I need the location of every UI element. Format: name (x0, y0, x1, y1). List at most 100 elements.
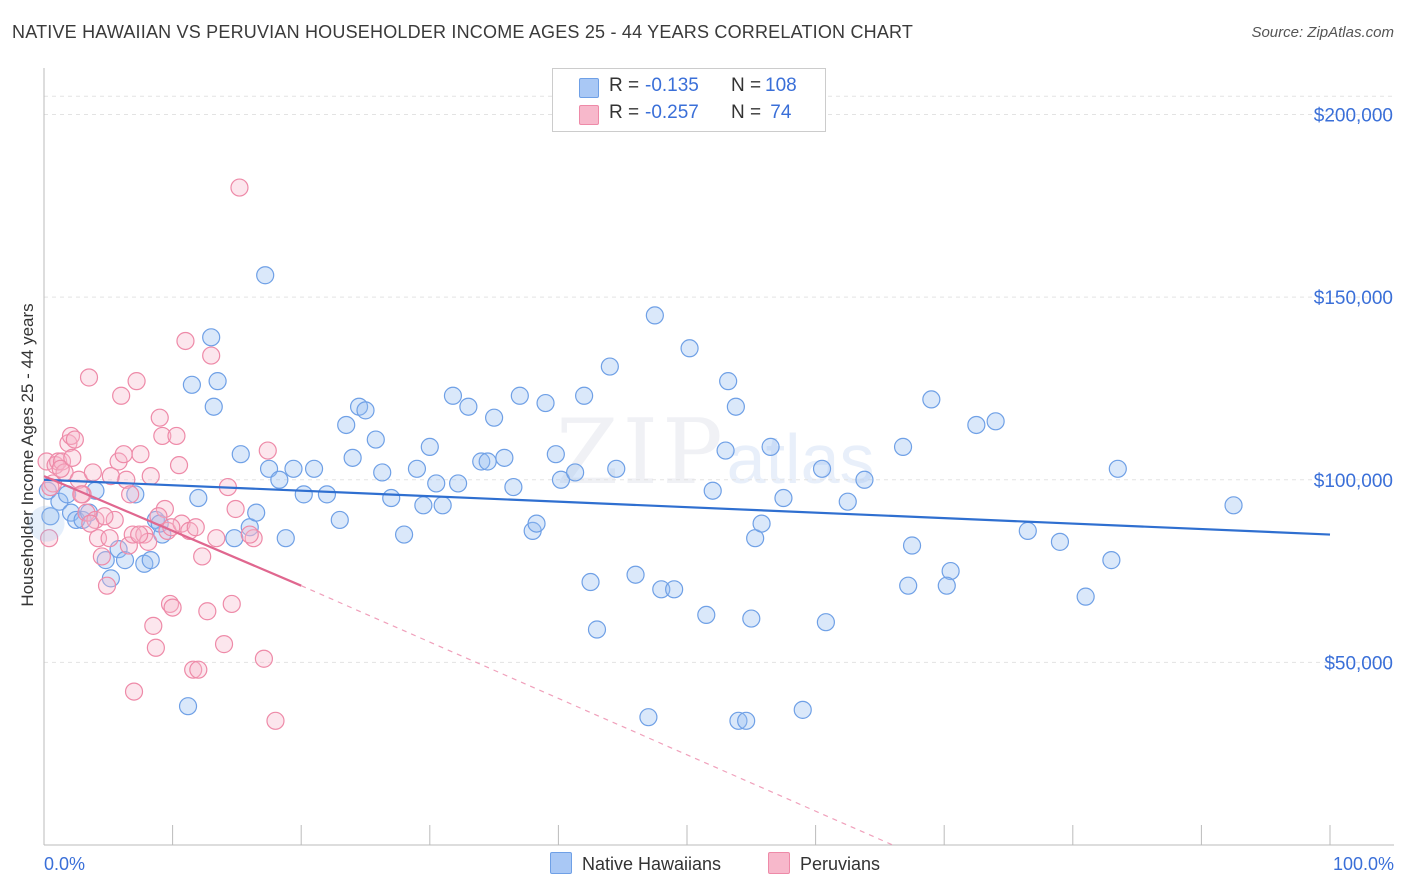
point-native-hawaiian (546, 445, 565, 464)
legend-swatch-pink (579, 105, 599, 125)
point-peruvian (169, 456, 189, 475)
point-peruvian (146, 638, 165, 657)
point-peruvian (65, 430, 84, 449)
point-native-hawaiian (893, 437, 913, 456)
point-peruvian (153, 426, 172, 446)
point-native-hawaiian (189, 488, 208, 508)
stats-legend: R = -0.135 N = 108 R = -0.257 N = 74 (552, 68, 826, 132)
source-label: Source: ZipAtlas.com (1251, 24, 1394, 41)
point-native-hawaiian (761, 437, 780, 456)
legend-row-native-hawaiians: R = -0.135 N = 108 (553, 73, 825, 101)
point-native-hawaiian (774, 488, 793, 508)
y-tick-label: $100,000 (1314, 471, 1393, 492)
point-native-hawaiian (855, 470, 874, 489)
point-native-hawaiian (566, 463, 585, 482)
legend-n-label: N = (731, 102, 762, 123)
point-peruvian (254, 649, 274, 668)
point-peruvian (198, 602, 217, 621)
point-peruvian (141, 467, 160, 486)
point-native-hawaiian (902, 536, 922, 555)
y-tick-label: $150,000 (1314, 288, 1393, 309)
point-native-hawaiian (443, 386, 463, 405)
point-native-hawaiian (204, 397, 223, 416)
point-native-hawaiian (304, 459, 324, 478)
point-peruvian (207, 529, 226, 548)
watermark-atlas: atlas (726, 420, 875, 498)
point-native-hawaiian (536, 393, 555, 413)
point-native-hawaiian (816, 613, 835, 632)
point-native-hawaiian (459, 397, 478, 416)
point-native-hawaiian (742, 609, 761, 628)
point-native-hawaiian (581, 572, 600, 592)
point-native-hawaiian (899, 576, 918, 595)
point-native-hawaiian (838, 492, 857, 511)
point-native-hawaiian (1050, 532, 1070, 551)
point-peruvian (240, 525, 259, 544)
point-peruvian (144, 616, 163, 635)
point-peruvian (130, 525, 149, 544)
point-native-hawaiian (202, 328, 221, 347)
point-peruvian (92, 547, 111, 566)
point-native-hawaiian (337, 415, 356, 435)
point-native-hawaiian (941, 561, 960, 581)
trend-line-peruvians-extension (300, 585, 894, 846)
point-native-hawaiian (276, 529, 295, 548)
point-native-hawaiian (510, 386, 529, 405)
point-native-hawaiian (178, 697, 198, 716)
point-native-hawaiian (420, 437, 439, 456)
point-peruvian (69, 470, 88, 489)
point-native-hawaiian (225, 529, 244, 548)
bottom-legend-label: Peruvians (800, 854, 881, 874)
point-peruvian (150, 408, 169, 427)
point-native-hawaiian (485, 408, 504, 427)
point-peruvian (189, 660, 208, 679)
trend-line-native-hawaiians (43, 478, 1331, 536)
point-native-hawaiian (680, 339, 699, 358)
point-native-hawaiian (726, 397, 745, 416)
point-peruvian (124, 682, 144, 701)
point-native-hawaiian (256, 266, 275, 285)
point-peruvian (258, 441, 277, 460)
point-native-hawaiian (330, 510, 349, 530)
bottom-legend-native-hawaiians[interactable]: Native Hawaiians (550, 852, 721, 875)
point-native-hawaiian (495, 448, 514, 467)
point-native-hawaiian (752, 514, 771, 533)
zipatlas-watermark: ZIPatlas (556, 400, 875, 505)
point-native-hawaiian (1108, 459, 1127, 478)
point-native-hawaiian (575, 386, 594, 405)
point-peruvian (155, 499, 174, 519)
legend-r-value: -0.135 (645, 75, 699, 96)
point-peruvian (83, 463, 102, 482)
x-tick-label: 0.0% (44, 854, 85, 874)
point-native-hawaiian (433, 496, 452, 515)
point-native-hawaiian (607, 459, 626, 478)
point-native-hawaiian (600, 357, 619, 376)
chart-title: NATIVE HAWAIIAN VS PERUVIAN HOUSEHOLDER … (12, 22, 914, 42)
y-tick-label: $200,000 (1314, 106, 1393, 127)
point-native-hawaiian (652, 580, 671, 599)
point-native-hawaiian (208, 372, 227, 391)
y-tick-label: $50,000 (1324, 653, 1393, 674)
legend-r-value: -0.257 (645, 102, 699, 123)
point-native-hawaiian (126, 485, 145, 504)
point-peruvian (184, 660, 203, 679)
point-native-hawaiian (448, 474, 468, 493)
point-peruvian (193, 547, 212, 566)
bottom-legend-peruvians[interactable]: Peruvians (768, 852, 880, 875)
point-peruvian (97, 576, 117, 595)
point-native-hawaiian (231, 445, 250, 464)
point-peruvian (131, 445, 150, 464)
point-native-hawaiian (115, 551, 135, 570)
point-native-hawaiian (317, 485, 337, 504)
point-peruvian (186, 518, 205, 537)
point-native-hawaiian (665, 580, 684, 599)
point-peruvian (230, 178, 249, 197)
point-peruvian (52, 452, 72, 471)
point-peruvian (222, 594, 241, 614)
point-native-hawaiian (284, 459, 303, 478)
point-peruvian (266, 711, 285, 730)
point-native-hawaiian (551, 470, 571, 489)
bottom-legend-swatch-blue (550, 852, 572, 874)
point-native-hawaiian (247, 503, 266, 522)
